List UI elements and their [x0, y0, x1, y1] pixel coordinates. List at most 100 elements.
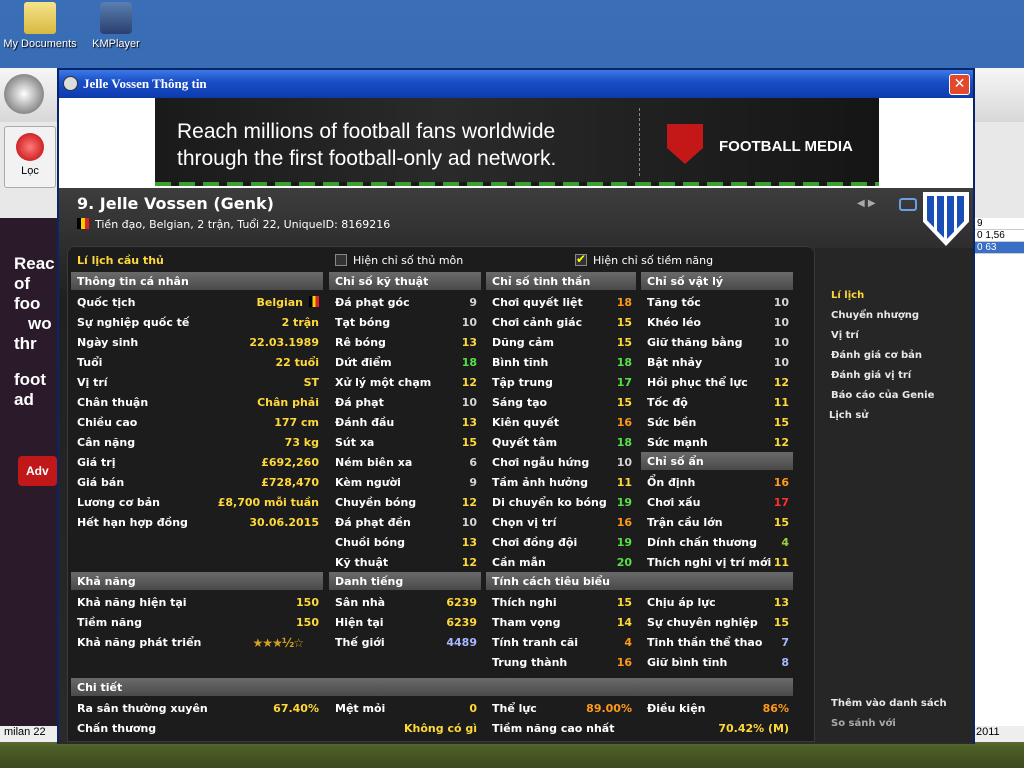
stat-row: Chọn vị trí 16	[486, 512, 636, 532]
stat-value: 10	[773, 316, 789, 329]
table-cell: 0 63	[973, 242, 1024, 254]
stat-value: 15	[461, 436, 477, 449]
stat-label: Hết hạn hợp đồng	[77, 516, 188, 529]
stat-label: Tiềm năng	[77, 616, 142, 629]
advertise-button[interactable]: Adv	[18, 456, 57, 486]
taskbar-item[interactable]: milan 22	[0, 726, 60, 742]
stat-label: Thích nghi	[492, 596, 557, 609]
stat-value: 10	[461, 316, 477, 329]
stat-row: Tiềm năng cao nhất 70.42% (M)	[486, 718, 793, 738]
stat-row: Lương cơ bản £8,700 mỗi tuần	[71, 492, 323, 512]
stat-row: Trung thành 16	[486, 652, 636, 672]
stat-row: Chơi quyết liệt 18	[486, 292, 636, 312]
window-icon	[63, 76, 78, 91]
section-header: Khả năng	[71, 572, 323, 590]
background-table: 9 0 1,56 0 63	[972, 218, 1024, 744]
section-header: Danh tiếng	[329, 572, 481, 590]
stat-value: 22 tuổi	[275, 356, 319, 369]
side-nav-item[interactable]: Lí lịch	[831, 290, 865, 301]
stat-value: 18	[461, 356, 477, 369]
stat-row: Thích nghi 15	[486, 592, 636, 612]
stat-label: Sáng tạo	[492, 396, 548, 409]
stat-row: Tính tranh cãi 4	[486, 632, 636, 652]
stat-row: Ổn định 16	[641, 472, 793, 492]
stat-row: Kiên quyết 16	[486, 412, 636, 432]
stat-value: £8,700 mỗi tuần	[217, 496, 319, 509]
ad-stripe	[155, 182, 879, 186]
side-nav	[815, 248, 973, 742]
stat-value: Không có gì	[404, 722, 477, 735]
potential-checkbox[interactable]: ✔	[575, 252, 587, 266]
side-nav-action[interactable]: So sánh với	[831, 718, 896, 729]
stat-label: Chọn vị trí	[492, 516, 557, 529]
stat-row: Cân nặng 73 kg	[71, 432, 323, 452]
stat-value: 19	[616, 496, 632, 509]
stat-label: Chiều cao	[77, 416, 138, 429]
gk-stats-label: Hiện chỉ số thủ môn	[353, 254, 464, 267]
side-nav-item[interactable]: Đánh giá cơ bản	[831, 350, 922, 361]
stat-row: Hồi phục thể lực 12	[641, 372, 793, 392]
kmplayer-icon[interactable]: KMPlayer	[76, 2, 156, 50]
stat-label: Thể lực	[492, 702, 537, 715]
stat-label: Giữ thăng bằng	[647, 336, 743, 349]
stat-value: 15	[773, 616, 789, 629]
side-nav-item[interactable]: Báo cáo của Genie	[831, 390, 935, 401]
window-titlebar[interactable]: Jelle Vossen Thông tin	[59, 70, 973, 98]
potential-label: Hiện chỉ số tiềm năng	[593, 254, 714, 267]
stat-value: 18	[616, 436, 632, 449]
prev-next-arrows-icon[interactable]: ◀ ▶	[857, 198, 876, 209]
stat-label: Ra sân thường xuyên	[77, 702, 208, 715]
stat-row: Điều kiện 86%	[641, 698, 793, 718]
side-nav-item[interactable]: Đánh giá vị trí	[831, 370, 912, 381]
stat-value: 16	[773, 476, 789, 489]
stat-row: Khả năng hiện tại 150	[71, 592, 323, 612]
side-nav-action[interactable]: Thêm vào danh sách	[831, 698, 947, 709]
stat-row: Bình tĩnh 18	[486, 352, 636, 372]
stat-row: Hết hạn hợp đồng 30.06.2015	[71, 512, 323, 532]
ad-separator	[639, 108, 640, 176]
stat-value: £728,470	[261, 476, 319, 489]
table-cell: 9	[973, 218, 1024, 230]
ad-banner[interactable]: Reach millions of football fans worldwid…	[155, 98, 879, 186]
stat-label: Sức mạnh	[647, 436, 708, 449]
camera-icon[interactable]	[899, 198, 917, 211]
gk-stats-checkbox[interactable]	[335, 254, 347, 266]
stat-label: Đá phạt góc	[335, 296, 410, 309]
stat-label: Mệt mỏi	[335, 702, 386, 715]
kmplayer-label: KMPlayer	[92, 38, 140, 50]
side-nav-item[interactable]: Chuyển nhượng	[831, 310, 919, 321]
stat-label: Lương cơ bản	[77, 496, 160, 509]
stat-row: Sự chuyên nghiệp 15	[641, 612, 793, 632]
stat-value: 16	[616, 516, 632, 529]
stat-value: 10	[461, 516, 477, 529]
taskbar-item[interactable]: 2011	[972, 726, 1024, 742]
stat-label: Tiềm năng cao nhất	[492, 722, 615, 735]
stat-value: 12	[773, 436, 789, 449]
side-nav-item[interactable]: Lịch sử	[829, 410, 869, 421]
stat-row: Rê bóng 13	[329, 332, 481, 352]
close-button[interactable]: ✕	[949, 74, 970, 95]
stat-value: 150	[296, 616, 319, 629]
stat-value: 10	[773, 356, 789, 369]
stat-value: 8	[781, 656, 789, 669]
stat-value: 7	[781, 636, 789, 649]
belgium-flag-icon	[77, 218, 89, 229]
stat-label: Chấn thương	[77, 722, 157, 735]
stat-row: Chơi ngẫu hứng 10	[486, 452, 636, 472]
my-documents-icon[interactable]: My Documents	[0, 2, 80, 50]
stat-row: Thể lực 89.00%	[486, 698, 636, 718]
stat-label: Tập trung	[492, 376, 553, 389]
side-nav-item[interactable]: Vị trí	[831, 330, 859, 341]
stat-label: Ổn định	[647, 476, 696, 489]
stat-value: 2 trận	[281, 316, 319, 329]
stat-value: 20	[616, 556, 632, 569]
stat-label: Cân nặng	[77, 436, 136, 449]
filter-button[interactable]: Lọc	[4, 126, 56, 188]
stat-row: Sáng tạo 15	[486, 392, 636, 412]
stat-value: 73 kg	[284, 436, 319, 449]
stat-label: Hồi phục thể lực	[647, 376, 748, 389]
stat-label: Trận cầu lớn	[647, 516, 723, 529]
stat-value: 11	[773, 556, 789, 569]
stat-label: Chơi đồng đội	[492, 536, 578, 549]
stat-row: Kèm người 9	[329, 472, 481, 492]
